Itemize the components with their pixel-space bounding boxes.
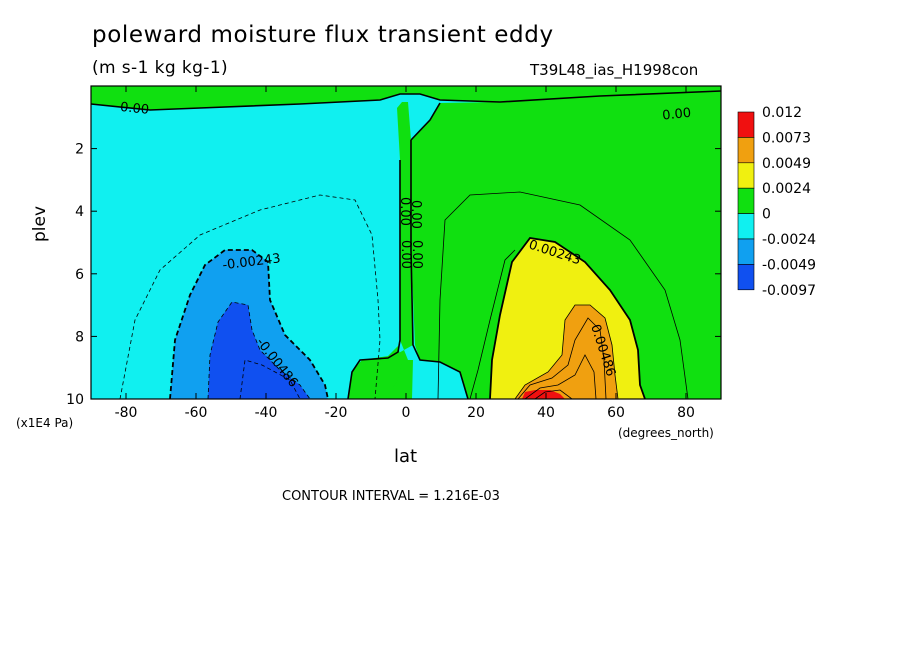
fill-orange-lobe [515, 305, 618, 399]
contour-interval-text: CONTOUR INTERVAL = 1.216E-03 [282, 489, 500, 504]
contour-pos-7 [534, 389, 573, 399]
chart-title: poleward moisture flux transient eddy [92, 22, 554, 48]
contour-label-zero-topright: 0.00 [662, 106, 692, 124]
contour-label-zero-topleft: 0.00 [119, 100, 149, 118]
x-tick-label-2: -40 [255, 405, 278, 421]
colorbar-label-4: 0 [762, 207, 771, 223]
colorbar-swatch-0 [737, 111, 755, 138]
y-tick-label-1: 4 [75, 204, 84, 220]
fill-darkblue-core [208, 302, 310, 399]
contour-label-zero-col2: 0.00 [408, 200, 423, 229]
y-tick-label-4: 10 [66, 392, 84, 408]
contour-label-neg2: -0.00243 [222, 251, 282, 273]
colorbar-swatch-3 [737, 187, 755, 214]
contour-pos-5 [524, 354, 597, 399]
y-tick-label-0: 2 [75, 142, 84, 158]
contour-pos-2 [489, 237, 646, 399]
contour-zero-east [410, 102, 469, 399]
contour-label-zero-col3: 0.00 [398, 240, 413, 269]
y-tick-label-2: 6 [75, 267, 84, 283]
x-tick-label-6: 40 [537, 405, 555, 421]
x-tick-label-4: 0 [402, 405, 411, 421]
x-tick-label-0: -80 [115, 405, 138, 421]
contour-zero-west [347, 160, 401, 399]
colorbar-swatch-6 [737, 264, 755, 291]
colorbar-label-1: 0.0073 [762, 130, 811, 146]
contour-pos-3 [514, 304, 619, 399]
contour-label-zero-col4: 0.00 [409, 240, 424, 269]
fill-top-band [91, 86, 721, 110]
x-tick-label-5: 20 [467, 405, 485, 421]
x-axis: -80 -60 -40 -20 0 20 40 60 80 [115, 86, 695, 421]
contour-label-zero-col1: 0.00 [397, 197, 412, 226]
chart-units: (m s-1 kg kg-1) [92, 58, 229, 78]
run-label: T39L48_ias_H1998con [530, 61, 699, 79]
y-axis-unit: (x1E4 Pa) [16, 416, 74, 430]
x-tick-label-8: 80 [677, 405, 695, 421]
colorbar-label-3: 0.0024 [762, 181, 811, 197]
contour-neg-3 [207, 301, 311, 399]
fill-red-core [522, 390, 565, 399]
contour-zero-top [91, 90, 721, 111]
contour-neg-4 [239, 359, 301, 399]
contour-pos-4 [517, 317, 607, 399]
contour-neg-1 [119, 194, 381, 399]
fill-green-region [411, 91, 721, 399]
colorbar-swatch-4 [737, 213, 755, 240]
colorbar-swatch-5 [737, 238, 755, 265]
contour-pos-1 [437, 191, 689, 399]
colorbar-label-0: 0.012 [762, 105, 802, 121]
x-axis-label: lat [394, 446, 418, 467]
contour-pos-6 [469, 249, 516, 399]
x-tick-label-3: -20 [325, 405, 348, 421]
y-axis: 2 4 6 8 10 [66, 142, 721, 408]
colorbar-label-2: 0.0049 [762, 156, 811, 172]
colorbar-label-5: -0.0024 [762, 232, 816, 248]
x-tick-label-7: 60 [607, 405, 625, 421]
x-tick-label-1: -60 [185, 405, 208, 421]
contour-neg-2 [169, 249, 329, 399]
colorbar-label-7: -0.0097 [762, 283, 816, 299]
colorbar-swatch-1 [737, 137, 755, 164]
fill-green-small [350, 346, 402, 399]
colorbar-swatch-2 [737, 162, 755, 189]
colorbar: 0.012 0.0073 0.0049 0.0024 0 -0.0024 -0.0049 -0… [737, 105, 816, 299]
x-axis-unit: (degrees_north) [618, 426, 714, 440]
y-tick-label-3: 8 [75, 329, 84, 345]
colorbar-label-6: -0.0049 [762, 257, 816, 273]
